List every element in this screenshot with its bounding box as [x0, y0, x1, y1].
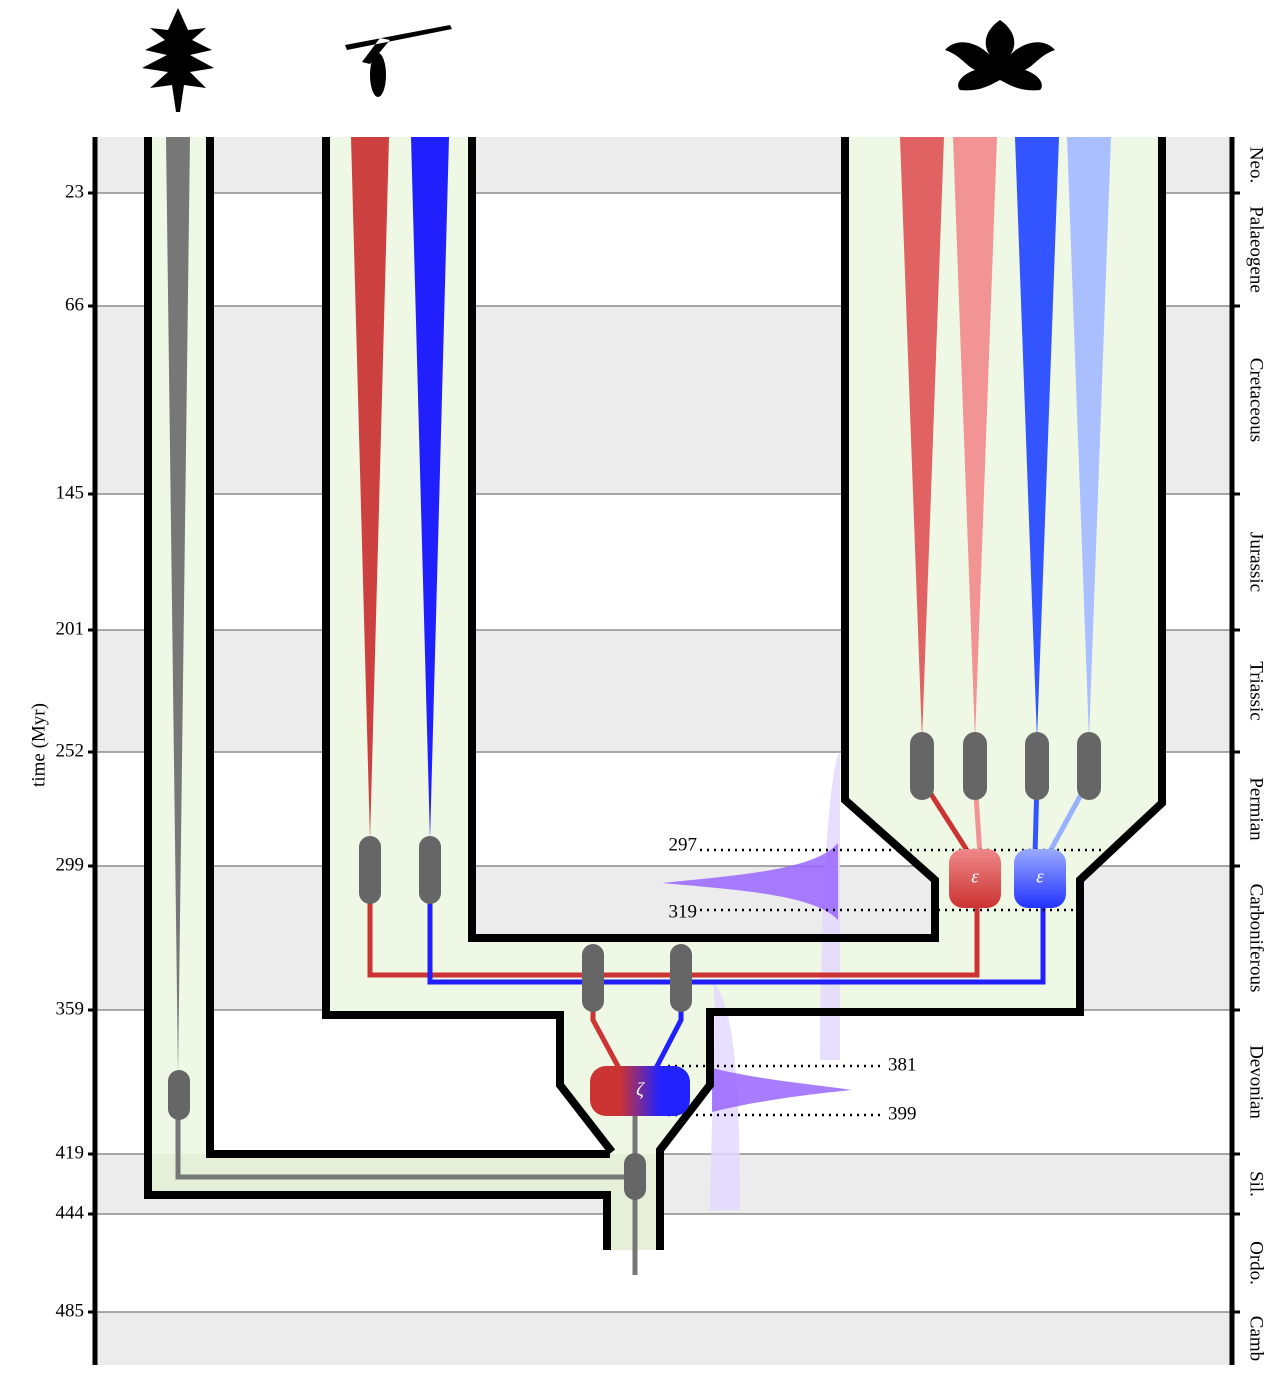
fern-icon — [142, 8, 214, 112]
pill — [582, 944, 604, 1012]
date-label: 297 — [669, 834, 698, 855]
pill — [1077, 732, 1101, 800]
pill — [624, 1153, 646, 1200]
period-band — [95, 1312, 1232, 1365]
period-label: Ordo. — [1246, 1241, 1267, 1285]
axis-label: time (Myr) — [28, 703, 49, 787]
distribution — [712, 1068, 852, 1112]
period-label: Neo. — [1246, 147, 1267, 183]
conifer-icon — [340, 25, 452, 64]
tick-label: 299 — [56, 854, 85, 875]
tick-label: 252 — [56, 740, 85, 761]
pill — [359, 836, 381, 904]
tick-label: 359 — [56, 998, 85, 1019]
tick-label: 419 — [56, 1142, 85, 1163]
period-label: Jurassic — [1246, 532, 1267, 592]
date-label: 381 — [888, 1054, 917, 1075]
period-label: Permian — [1246, 777, 1267, 841]
pill — [1025, 732, 1049, 800]
event-label: ε — [971, 866, 979, 887]
pill — [670, 944, 692, 1012]
pill — [419, 836, 441, 904]
figure: time (Myr) — [0, 0, 1277, 1373]
period-label: Devonian — [1246, 1045, 1267, 1119]
tick-label: 444 — [56, 1202, 85, 1223]
period-label: Carboniferous — [1246, 884, 1267, 993]
event-label: ε — [1036, 866, 1044, 887]
tick-label: 485 — [56, 1300, 85, 1321]
tick-label: 66 — [65, 294, 84, 315]
event-label: ζ — [636, 1079, 645, 1100]
date-label: 319 — [669, 901, 698, 922]
cone-icon — [370, 53, 386, 97]
pill — [910, 732, 934, 800]
period-label: Cretaceous — [1246, 358, 1267, 442]
period-label: Palaeogene — [1246, 206, 1267, 293]
period-label: Camb — [1246, 1316, 1267, 1361]
lotus-icon — [945, 20, 1055, 90]
period-label: Sil. — [1246, 1171, 1267, 1197]
date-label: 399 — [888, 1103, 917, 1124]
period-label: Triassic — [1246, 661, 1267, 720]
tick-label: 23 — [65, 181, 84, 202]
tick-label: 145 — [56, 482, 85, 503]
pill — [963, 732, 987, 800]
pill — [168, 1070, 190, 1120]
tick-label: 201 — [56, 618, 85, 639]
